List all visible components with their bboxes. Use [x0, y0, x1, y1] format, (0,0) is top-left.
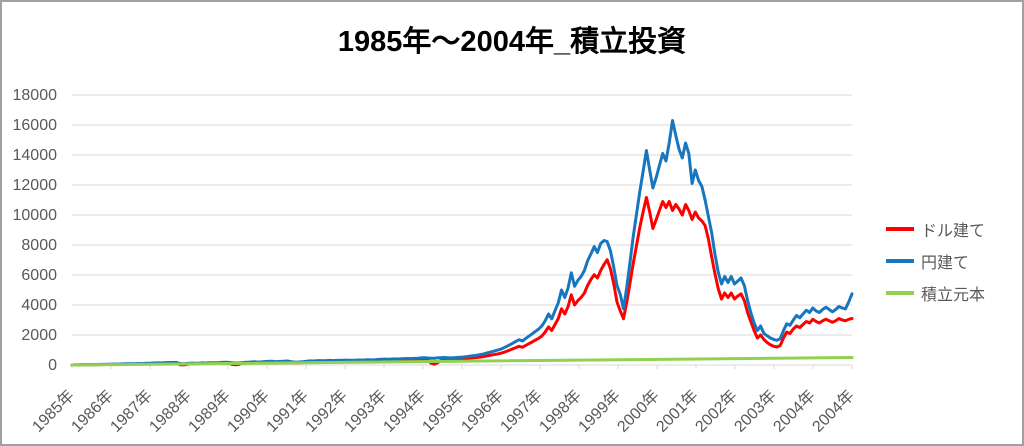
legend-line-icon	[886, 259, 914, 263]
x-tick-label: 2004年	[809, 387, 859, 436]
plot-area	[70, 94, 854, 369]
y-tick-label: 12000	[12, 176, 58, 194]
y-tick-label: 2000	[21, 326, 57, 344]
x-tick-label: 2003年	[731, 387, 781, 436]
x-tick-label: 2001年	[653, 387, 703, 436]
y-tick-label: 18000	[12, 86, 58, 104]
x-tick-label: 1992年	[302, 387, 352, 436]
x-tick-label: 1999年	[575, 387, 625, 436]
x-tick-label: 2004年	[770, 387, 820, 436]
x-tick-label: 1986年	[68, 387, 118, 436]
legend-item: 円建て	[886, 245, 985, 277]
series-line	[70, 119, 854, 367]
legend-label: 円建て	[921, 255, 970, 272]
x-tick-label: 1991年	[263, 387, 313, 436]
x-tick-label: 1995年	[419, 387, 469, 436]
x-tick-label: 1989年	[185, 387, 235, 436]
y-tick-label: 6000	[21, 266, 57, 284]
legend-line-icon	[886, 227, 914, 231]
legend-label: ドル建て	[921, 223, 986, 240]
x-tick-label: 1988年	[146, 387, 196, 436]
x-tick-label: 1997年	[497, 387, 547, 436]
series-line	[70, 196, 854, 367]
y-tick-label: 14000	[12, 146, 58, 164]
y-tick-label: 4000	[21, 296, 57, 314]
y-tick-label: 10000	[12, 206, 58, 224]
y-tick-label: 0	[48, 356, 57, 374]
x-tick-label: 2002年	[692, 387, 742, 436]
legend-item: 積立元本	[886, 277, 985, 309]
legend-item: ドル建て	[886, 213, 985, 245]
x-tick-label: 1990年	[224, 387, 274, 436]
y-tick-label: 16000	[12, 116, 58, 134]
x-tick-label: 1993年	[341, 387, 391, 436]
series-line	[70, 356, 854, 367]
x-tick-label: 1996年	[458, 387, 508, 436]
legend-line-icon	[886, 291, 914, 295]
y-tick-label: 8000	[21, 236, 57, 254]
x-tick-label: 1987年	[107, 387, 157, 436]
legend: ドル建て円建て積立元本	[886, 213, 985, 309]
legend-label: 積立元本	[921, 287, 986, 304]
chart-title: 1985年～2004年_積立投資	[337, 26, 687, 58]
x-tick-label: 1985年	[29, 387, 79, 436]
x-tick-label: 1998年	[536, 387, 586, 436]
x-tick-label: 2000年	[614, 387, 664, 436]
x-tick-label: 1994年	[380, 387, 430, 436]
